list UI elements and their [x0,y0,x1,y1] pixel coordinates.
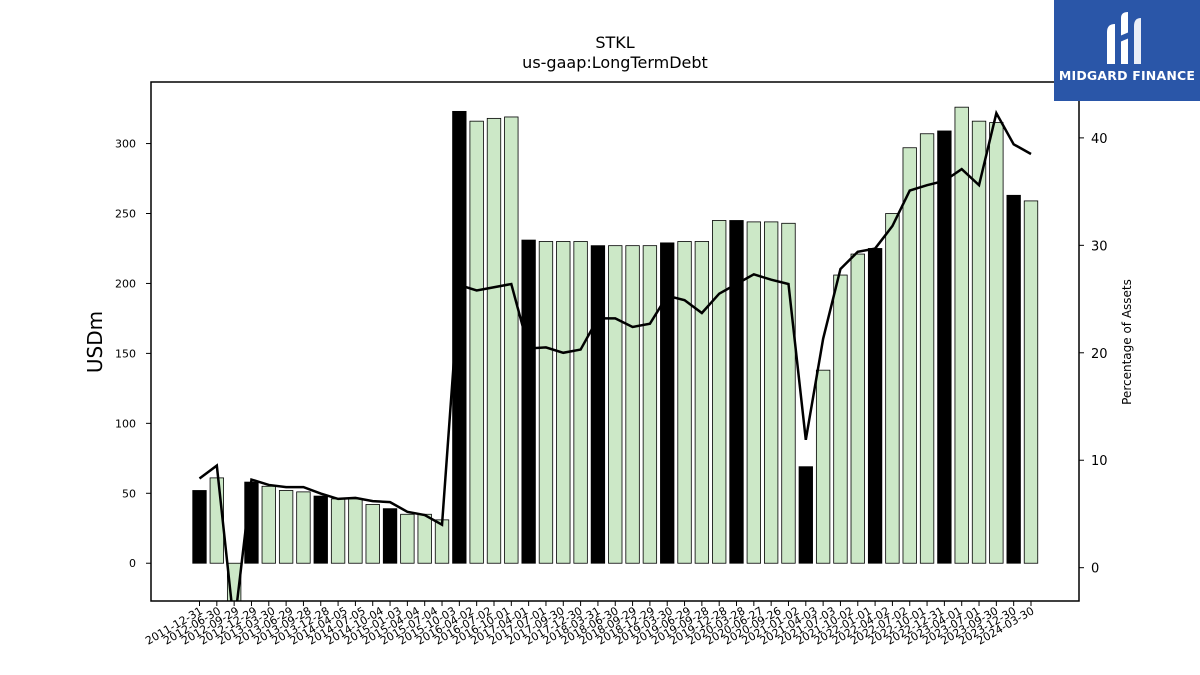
bar [919,133,935,564]
bar [330,498,346,564]
bar [192,490,207,564]
bar [885,213,900,564]
y-tick-label: 0 [129,557,136,570]
bar [504,116,519,564]
y2-tick-label: 40 [1091,132,1108,147]
bar [712,220,727,564]
bar [954,106,969,564]
bar [608,245,623,564]
bar [677,241,692,564]
y2-tick-label: 0 [1091,562,1099,577]
chart-subtitle: us-gaap:LongTermDebt [522,53,708,72]
bar [521,239,536,564]
bar [1006,194,1021,564]
bar [296,491,311,564]
bar [573,241,588,564]
bar [382,508,398,564]
bar [417,513,432,564]
y-tick-label: 100 [115,417,136,430]
bar [538,241,554,564]
y-tick-label: 50 [122,487,136,500]
bar [781,222,796,564]
bar [764,221,779,564]
bar [469,120,484,564]
percentage-line [198,109,1032,601]
bar [348,498,363,564]
bar [833,274,848,564]
bar [590,245,606,564]
y-axis-left: 0 50 100 150 200 250 300 [115,138,151,570]
line-series [198,109,1032,601]
brand-logo: MIDGARD FINANCE [1054,0,1200,101]
bar [694,241,710,564]
y2-tick-label: 20 [1091,347,1108,362]
bar [1023,200,1039,564]
y-tick-label: 200 [115,277,136,290]
bar [989,122,1004,564]
bar [261,485,276,564]
bar [313,495,328,564]
brand-name: MIDGARD FINANCE [1058,68,1196,83]
bar [971,120,987,564]
bar [902,147,917,564]
y-tick-label: 150 [115,347,136,360]
midgard-logo-icon [1107,12,1141,64]
y-tick-label: 250 [115,207,136,220]
bar [746,221,761,564]
y-axis-label: USDm [83,311,107,373]
y-axis-right: 0 10 20 30 40 [1079,132,1108,577]
bar [625,245,640,564]
chart-title: STKL [595,33,634,52]
bar [400,513,415,564]
y2-axis-label: Percentage of Assets [1120,279,1134,405]
bar [937,130,952,564]
bar [486,117,502,564]
y-tick-label: 300 [115,138,136,151]
bar [729,220,744,564]
bar [815,369,831,564]
x-axis: 2011-12-312012-06-302012-09-292012-12-29… [143,601,1037,648]
bar [798,466,813,564]
bar [278,490,294,564]
bar-series [192,106,1039,601]
bar [642,245,658,564]
bar [850,253,865,564]
bar [434,519,450,564]
y2-tick-label: 10 [1091,454,1108,469]
bar [556,241,571,564]
bar [452,110,467,564]
bar [660,242,675,564]
bar [867,248,883,564]
y2-tick-label: 30 [1091,239,1108,254]
bar [365,504,380,564]
